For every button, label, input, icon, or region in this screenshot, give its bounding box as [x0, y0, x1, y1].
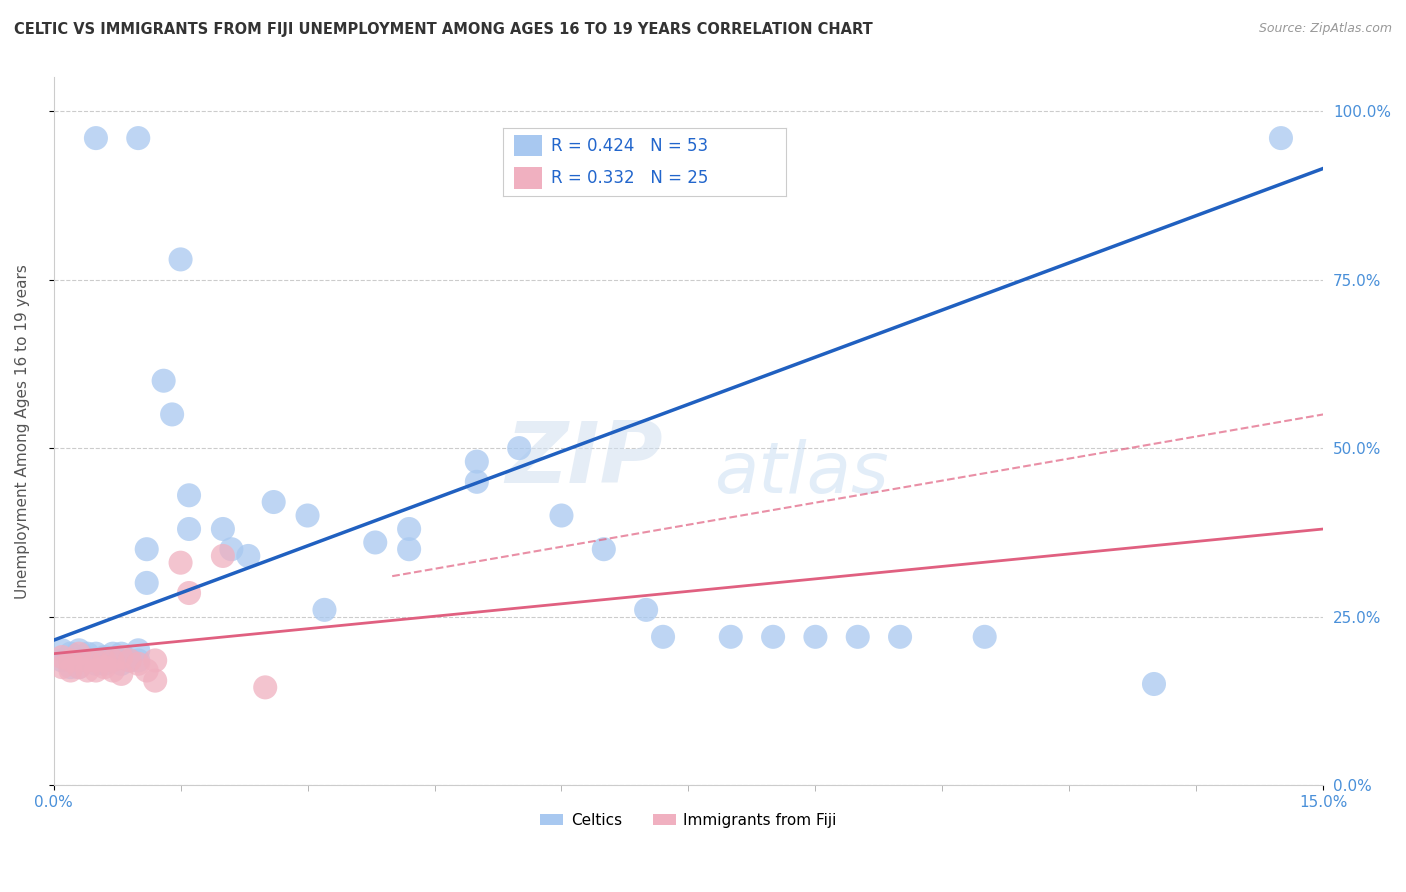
Point: [84, 653, 107, 667]
Point: [212, 549, 235, 563]
Point: [110, 647, 132, 661]
Point: [67, 643, 90, 657]
Point: [804, 630, 827, 644]
Point: [101, 664, 124, 678]
Point: [67, 660, 90, 674]
Text: R = 0.424   N = 53: R = 0.424 N = 53: [551, 136, 709, 154]
Point: [846, 630, 869, 644]
Point: [152, 374, 174, 388]
Point: [110, 657, 132, 671]
Y-axis label: Unemployment Among Ages 16 to 19 years: Unemployment Among Ages 16 to 19 years: [15, 264, 30, 599]
Point: [364, 535, 387, 549]
Point: [297, 508, 319, 523]
Point: [118, 653, 141, 667]
Point: [127, 643, 149, 657]
Point: [76, 653, 98, 667]
Text: atlas: atlas: [714, 439, 889, 508]
Point: [592, 542, 614, 557]
Point: [177, 586, 200, 600]
Point: [314, 603, 336, 617]
Point: [110, 650, 132, 665]
Point: [263, 495, 285, 509]
Legend: Celtics, Immigrants from Fiji: Celtics, Immigrants from Fiji: [534, 807, 842, 834]
Bar: [515, 168, 543, 189]
Text: ZIP: ZIP: [505, 418, 664, 501]
Point: [465, 475, 488, 489]
Point: [636, 603, 658, 617]
Point: [127, 653, 149, 667]
Point: [127, 131, 149, 145]
Point: [76, 664, 98, 678]
Text: R = 0.332   N = 25: R = 0.332 N = 25: [551, 169, 709, 187]
Point: [177, 522, 200, 536]
Point: [135, 542, 157, 557]
Point: [169, 252, 191, 267]
Text: Source: ZipAtlas.com: Source: ZipAtlas.com: [1258, 22, 1392, 36]
Point: [51, 660, 73, 674]
Point: [221, 542, 243, 557]
Point: [59, 664, 82, 678]
Point: [1270, 131, 1292, 145]
Point: [169, 556, 191, 570]
Point: [76, 653, 98, 667]
Point: [101, 647, 124, 661]
Point: [135, 664, 157, 678]
Point: [84, 131, 107, 145]
Point: [93, 653, 115, 667]
Point: [143, 673, 166, 688]
Point: [465, 454, 488, 468]
Point: [398, 522, 420, 536]
Point: [51, 643, 73, 657]
Text: CELTIC VS IMMIGRANTS FROM FIJI UNEMPLOYMENT AMONG AGES 16 TO 19 YEARS CORRELATIO: CELTIC VS IMMIGRANTS FROM FIJI UNEMPLOYM…: [14, 22, 873, 37]
Point: [398, 542, 420, 557]
Point: [1143, 677, 1166, 691]
Point: [127, 657, 149, 671]
Point: [101, 653, 124, 667]
Point: [212, 522, 235, 536]
Point: [889, 630, 911, 644]
Point: [76, 647, 98, 661]
Point: [84, 647, 107, 661]
Point: [51, 650, 73, 665]
Point: [177, 488, 200, 502]
Point: [67, 653, 90, 667]
Point: [101, 653, 124, 667]
Point: [67, 647, 90, 661]
Point: [93, 650, 115, 665]
Point: [67, 660, 90, 674]
Point: [160, 408, 183, 422]
Point: [652, 630, 675, 644]
Point: [143, 653, 166, 667]
Point: [84, 657, 107, 671]
Point: [59, 660, 82, 674]
Point: [720, 630, 742, 644]
Point: [135, 575, 157, 590]
Point: [508, 441, 530, 455]
Point: [59, 647, 82, 661]
Point: [93, 657, 115, 671]
Point: [84, 664, 107, 678]
Point: [762, 630, 785, 644]
Point: [550, 508, 572, 523]
Point: [254, 681, 277, 695]
Point: [973, 630, 995, 644]
Point: [59, 653, 82, 667]
Point: [238, 549, 260, 563]
Bar: [515, 135, 543, 156]
Point: [51, 653, 73, 667]
Point: [110, 666, 132, 681]
Point: [118, 653, 141, 667]
Point: [93, 660, 115, 674]
